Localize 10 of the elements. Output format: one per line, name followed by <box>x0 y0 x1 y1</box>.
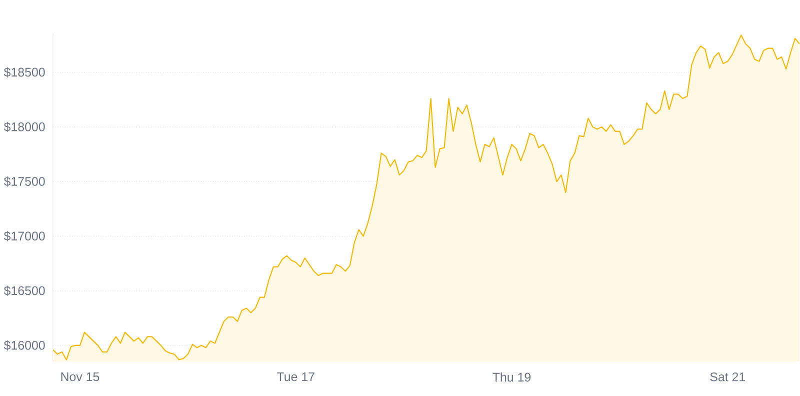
x-tick-label: Sat 21 <box>710 372 746 382</box>
y-tick-label: $17500 <box>4 176 45 187</box>
y-tick-label: $16500 <box>4 286 45 296</box>
x-tick-label: Tue 17 <box>276 372 314 382</box>
x-tick-label: Thu 19 <box>492 372 531 382</box>
x-tick-label: Nov 15 <box>61 372 100 382</box>
y-tick-label: $16000 <box>4 340 45 351</box>
y-tick-label: $18500 <box>4 67 45 78</box>
y-tick-label: $17000 <box>4 231 45 242</box>
y-tick-label: $18000 <box>4 122 45 132</box>
